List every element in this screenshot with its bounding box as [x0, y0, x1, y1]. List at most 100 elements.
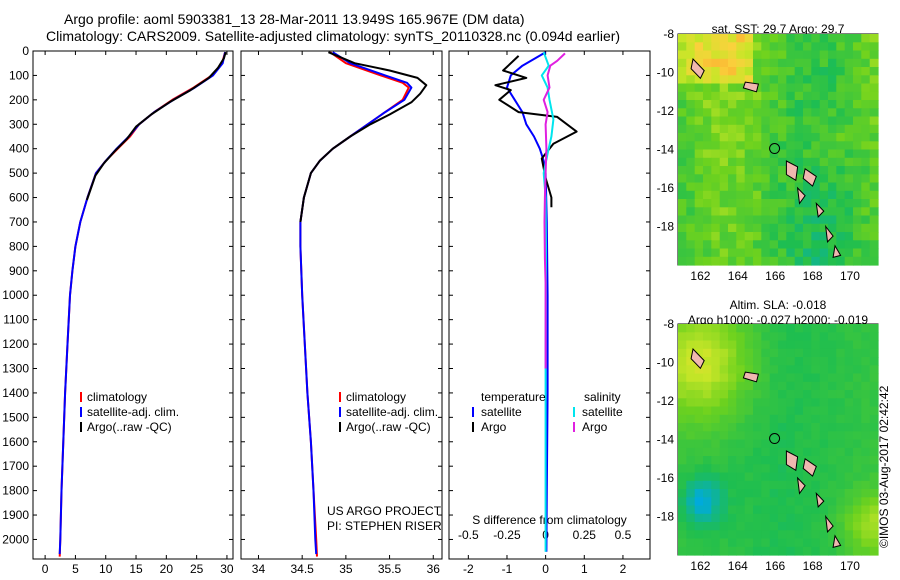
map-cell — [703, 406, 712, 416]
map-y-tick-label: -14 — [657, 433, 675, 447]
map-cell — [736, 174, 746, 184]
map-cell — [694, 108, 704, 118]
map-cell — [719, 50, 729, 60]
map-cell — [869, 373, 879, 383]
map-cell — [803, 141, 812, 151]
map-cell — [811, 108, 821, 118]
map-cell — [686, 256, 696, 266]
profile-location-marker — [769, 433, 781, 445]
map-cell — [794, 141, 804, 151]
map-cell — [828, 223, 837, 233]
map-cell — [744, 58, 754, 68]
map-cell — [869, 199, 879, 208]
map-cell — [844, 456, 854, 465]
map-cell — [869, 398, 879, 408]
map-cell — [819, 381, 829, 391]
map-cell — [786, 390, 796, 399]
map-cell — [803, 116, 812, 126]
map-cell — [694, 546, 704, 556]
map-cell — [786, 141, 796, 151]
map-cell — [769, 34, 779, 43]
map-cell — [728, 248, 737, 258]
map-cell — [761, 439, 771, 449]
map-cell — [744, 174, 754, 184]
map-cell — [853, 182, 862, 192]
map-cell — [703, 75, 712, 85]
map-cell — [861, 340, 871, 350]
map-cell — [694, 530, 704, 540]
map-cell — [778, 348, 787, 358]
map-cell — [778, 58, 787, 68]
map-cell — [728, 240, 737, 250]
map-cell — [844, 83, 854, 93]
map-cell — [869, 414, 879, 424]
map-cell — [719, 398, 729, 408]
map-cell — [728, 414, 737, 424]
map-cell — [694, 256, 704, 266]
map-cell — [844, 58, 854, 68]
map-cell — [836, 472, 846, 482]
map-cell — [728, 50, 737, 60]
map-cell — [769, 91, 779, 101]
map-cell — [778, 373, 787, 383]
map-cell — [728, 232, 737, 241]
map-cell — [794, 207, 804, 217]
map-cell — [828, 108, 837, 118]
map-cell — [753, 348, 762, 358]
map-cell — [853, 199, 862, 208]
map-cell — [719, 215, 729, 225]
map-cell — [828, 124, 837, 134]
map-cell — [869, 108, 879, 118]
map-cell — [769, 182, 779, 192]
map-cell — [736, 390, 746, 399]
map-cell — [778, 332, 787, 342]
map-cell — [678, 406, 687, 416]
temperature-panel-frame — [32, 50, 234, 560]
map-cell — [761, 522, 771, 531]
map-cell — [819, 67, 829, 76]
map-cell — [853, 472, 862, 482]
map-cell — [678, 447, 687, 457]
map-cell — [736, 190, 746, 200]
map-cell — [819, 149, 829, 159]
map-cell — [769, 513, 779, 523]
map-cell — [711, 83, 721, 93]
map-cell — [794, 116, 804, 126]
map-cell — [836, 348, 846, 358]
map-cell — [778, 398, 787, 408]
map-y-tick-label: -10 — [657, 66, 675, 80]
map-cell — [694, 332, 704, 342]
map-cell — [786, 530, 796, 540]
map-cell — [761, 182, 771, 192]
map-cell — [794, 67, 804, 76]
map-cell — [828, 166, 837, 175]
map-cell — [803, 133, 812, 142]
map-cell — [828, 390, 837, 399]
map-cell — [769, 58, 779, 68]
map-cell — [711, 439, 721, 449]
map-cell — [778, 223, 787, 233]
map-cell — [694, 207, 704, 217]
map-cell — [828, 538, 837, 548]
map-cell — [828, 50, 837, 60]
map-cell — [686, 232, 696, 241]
map-cell — [819, 324, 829, 333]
depth-tick-label: 800 — [9, 239, 29, 253]
map-cell — [694, 456, 704, 465]
map-cell — [836, 390, 846, 399]
map-cell — [794, 34, 804, 43]
map-cell — [786, 248, 796, 258]
map-cell — [811, 522, 821, 531]
map-cell — [836, 324, 846, 333]
pi-credit: PI: STEPHEN RISER — [327, 519, 442, 533]
map-cell — [736, 157, 746, 167]
map-cell — [861, 480, 871, 490]
map-cell — [686, 248, 696, 258]
map-cell — [769, 240, 779, 250]
island-outline — [690, 347, 705, 370]
map-cell — [703, 207, 712, 217]
map-cell — [744, 480, 754, 490]
map-cell — [869, 67, 879, 76]
sst-map-title: sat. SST: 29.7 Argo: 29.7 — [712, 22, 845, 36]
map-cell — [844, 149, 854, 159]
